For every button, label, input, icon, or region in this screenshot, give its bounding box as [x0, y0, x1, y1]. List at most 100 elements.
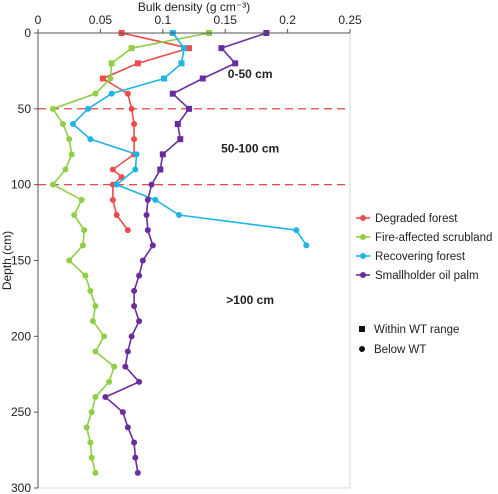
data-point-circle [66, 257, 73, 264]
data-point-circle [87, 439, 94, 446]
data-point-circle [106, 378, 113, 385]
legend-swatch-marker [360, 215, 366, 221]
legend-swatch-marker [360, 272, 366, 278]
data-point-circle [128, 105, 135, 112]
series-1 [49, 30, 212, 476]
data-point-square [128, 45, 135, 52]
data-point-circle [88, 409, 95, 416]
legend-swatch-marker [360, 234, 366, 240]
data-point-circle [131, 121, 138, 127]
x-tick-label: 0.05 [89, 13, 113, 27]
plot-area [37, 32, 351, 489]
legend-item: Degraded forest [356, 213, 458, 225]
data-point-circle [92, 469, 99, 476]
marker-legend-item: Below WT [359, 344, 426, 356]
data-point-circle [68, 151, 75, 158]
data-point-circle [128, 333, 135, 340]
data-point-square [178, 60, 185, 67]
data-point-circle [143, 212, 150, 218]
data-point-circle [101, 333, 108, 340]
data-point-square [108, 60, 115, 67]
data-point-circle [131, 136, 138, 143]
data-point-circle [136, 318, 143, 325]
data-point-square [186, 105, 193, 112]
data-point-circle [124, 348, 131, 355]
data-point-circle [122, 363, 129, 370]
data-point-circle [89, 318, 96, 325]
data-point-circle [124, 227, 131, 234]
marker-legend-item: Within WT range [359, 324, 459, 336]
legend-item: Recovering forest [356, 251, 466, 263]
data-point-circle [62, 166, 69, 173]
data-point-circle [49, 181, 56, 188]
legend-label: Fire-affected scrubland [375, 232, 492, 244]
data-point-square [159, 151, 166, 158]
data-point-square [174, 121, 181, 127]
data-point-square [169, 90, 176, 97]
data-point-circle [87, 287, 94, 294]
depth-annotation-2: >100 cm [226, 293, 274, 307]
legend-label: Smallholder oil palm [375, 270, 479, 282]
data-point-square [99, 75, 106, 82]
plot-frame [37, 32, 351, 489]
series-layer [49, 30, 310, 476]
data-point-circle [148, 181, 155, 188]
data-point-circle [149, 242, 156, 249]
data-point-circle [79, 242, 86, 249]
data-point-circle [131, 287, 138, 294]
data-point-circle [87, 136, 94, 143]
data-point-square [134, 60, 141, 67]
data-point-circle [132, 454, 139, 461]
data-point-square [157, 166, 164, 173]
data-point-square [232, 60, 239, 67]
data-point-circle [83, 424, 90, 431]
x-tick-label: 0 [35, 13, 42, 27]
depth-annotations: 0-50 cm 50-100 cm >100 cm [221, 67, 279, 307]
x-tick-label: 0.2 [279, 13, 296, 27]
y-axis-title: Depth (cm) [0, 231, 14, 290]
depth-annotation-0: 0-50 cm [228, 67, 273, 81]
x-axis-title: Bulk density (g cm⁻³) [138, 0, 250, 14]
data-point-circle [152, 196, 159, 203]
data-point-square [181, 45, 188, 52]
data-point-circle [144, 196, 151, 203]
series-2 [69, 30, 310, 249]
marker-legend: Within WT range Below WT [359, 324, 459, 356]
depth-annotation-1: 50-100 cm [221, 141, 279, 155]
marker-legend-label: Within WT range [374, 324, 459, 336]
legend-item: Smallholder oil palm [356, 270, 479, 282]
data-point-circle [119, 409, 126, 416]
legend-swatch-marker [360, 253, 366, 259]
data-point-circle [69, 121, 76, 127]
data-point-circle [66, 136, 73, 143]
data-point-circle [303, 242, 310, 249]
data-point-circle [139, 257, 146, 264]
data-point-circle [144, 227, 151, 234]
legend-label: Degraded forest [375, 213, 458, 225]
data-point-circle [92, 348, 99, 355]
data-point-circle [81, 227, 88, 234]
y-tick-label: 150 [11, 254, 31, 268]
y-tick-label: 100 [11, 178, 31, 192]
data-point-circle [92, 394, 99, 400]
y-tick-label: 300 [11, 481, 31, 494]
data-point-circle [134, 469, 141, 476]
series-3 [102, 30, 270, 476]
data-point-circle [124, 90, 131, 97]
data-point-square [161, 75, 168, 82]
data-point-square [218, 45, 225, 52]
data-point-circle [59, 121, 66, 127]
data-point-square [186, 45, 193, 52]
data-point-circle [102, 394, 109, 400]
data-point-circle [111, 363, 118, 370]
data-point-circle [113, 181, 120, 188]
data-point-circle [108, 90, 115, 97]
data-point-circle [109, 196, 116, 203]
data-point-circle [113, 212, 120, 218]
y-tick-label: 0 [24, 26, 31, 40]
x-tick-label: 0.1 [154, 13, 171, 27]
data-point-circle [176, 212, 183, 218]
x-tick-label: 0.15 [214, 13, 238, 27]
data-point-circle [71, 212, 78, 218]
